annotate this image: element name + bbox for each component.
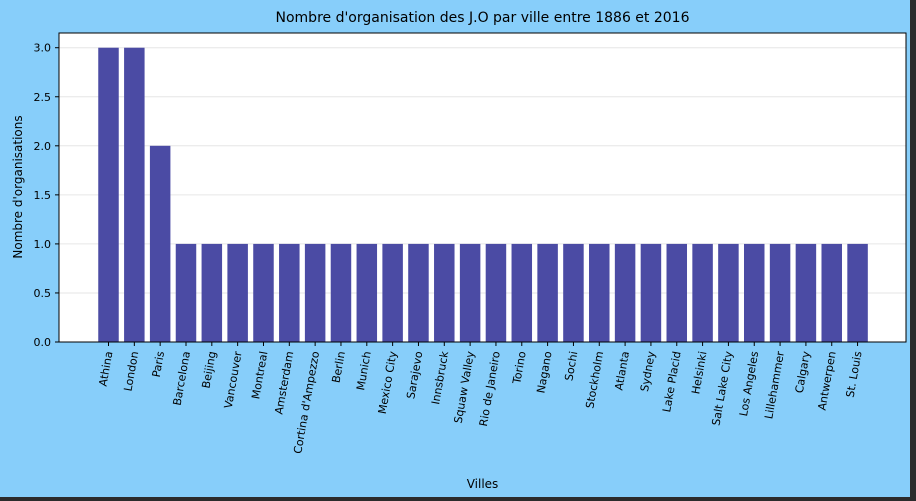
x-tick-label: Rio de Janeiro (477, 350, 503, 427)
x-tick-label: Torino (510, 350, 529, 386)
x-tick-label: Munich (354, 350, 374, 391)
x-tick-label: Innsbruck (429, 350, 451, 406)
x-tick-label: Montreal (249, 350, 270, 400)
bar (537, 243, 558, 342)
bar (769, 243, 791, 342)
x-tick-label: Beijing (199, 350, 218, 389)
bar (847, 243, 868, 342)
x-tick-label: Squaw Valley (452, 350, 478, 425)
bar (149, 145, 171, 342)
x-tick-label: Lake Placid (660, 350, 684, 413)
bar (253, 243, 274, 342)
bar (485, 243, 507, 342)
chart-title: Nombre d'organisation des J.O par ville … (276, 10, 690, 26)
bar (744, 243, 765, 342)
x-tick-label: St. Louis (844, 350, 865, 399)
bars (98, 47, 868, 342)
x-axis-label: Villes (467, 477, 499, 491)
x-tick-label: Atlanta (612, 350, 632, 391)
y-tick-label: 2.0 (34, 140, 52, 153)
y-axis-label: Nombre d'organisations (11, 115, 25, 258)
bar (614, 243, 636, 342)
bar (459, 243, 481, 342)
y-tick-label: 0.5 (34, 287, 52, 300)
bar (382, 243, 403, 342)
x-tick-label: Helsinki (689, 350, 709, 395)
grid-lines (59, 47, 906, 343)
x-axis: Athina London Paris Barcelona Beijing Vancouv… (97, 342, 865, 455)
x-tick-label: Cortina d'Ampezzo (291, 350, 322, 455)
y-axis: 0.0 0.5 1.0 1.5 2.0 2.5 3.0 (34, 42, 59, 349)
bar (821, 243, 842, 342)
y-tick-label: 3.0 (34, 42, 52, 55)
bar (304, 243, 326, 342)
x-tick-label: Los Angeles (737, 350, 761, 417)
bar (511, 243, 533, 342)
x-tick-label: Mexico City (376, 350, 400, 415)
bar (175, 243, 197, 342)
bar (666, 243, 688, 342)
window-edge-right (910, 0, 916, 501)
x-tick-label: Paris (150, 350, 167, 378)
bar (692, 243, 713, 342)
y-tick-label: 1.0 (34, 238, 52, 251)
bar (408, 243, 429, 342)
x-tick-label: Lillehammer (762, 350, 787, 420)
plot-frame (58, 32, 907, 343)
x-tick-label: Stockholm (583, 350, 606, 409)
bar (795, 243, 817, 342)
x-tick-label: Salt Lake City (710, 350, 736, 427)
bar (201, 243, 223, 342)
bar (563, 243, 584, 342)
x-tick-label: Barcelona (171, 350, 193, 406)
x-tick-label: London (121, 350, 141, 392)
bar (98, 47, 119, 342)
x-tick-label: Sydney (638, 350, 658, 393)
bar (640, 243, 662, 342)
bar (718, 243, 739, 342)
bar (589, 243, 610, 342)
x-tick-label: Amsterdam (272, 350, 296, 415)
window-edge-bottom (0, 497, 916, 501)
bar (330, 243, 352, 342)
bar (356, 243, 378, 342)
x-tick-label: Athina (97, 350, 116, 387)
x-tick-label: Nagano (534, 350, 554, 394)
x-tick-label: Sochi (562, 350, 580, 382)
x-tick-label: Sarajevo (404, 350, 425, 400)
plot-area (59, 33, 906, 342)
y-tick-label: 1.5 (34, 189, 52, 202)
y-tick-label: 2.5 (34, 91, 52, 104)
bar (279, 243, 300, 342)
x-tick-label: Calgary (793, 350, 813, 394)
x-tick-label: Vancouver (222, 350, 245, 410)
x-tick-label: Berlin (330, 350, 348, 384)
x-tick-label: Antwerpen (816, 350, 839, 411)
bar (124, 47, 145, 342)
y-tick-label: 0.0 (34, 336, 52, 349)
bar (434, 243, 455, 342)
bar (227, 243, 248, 342)
